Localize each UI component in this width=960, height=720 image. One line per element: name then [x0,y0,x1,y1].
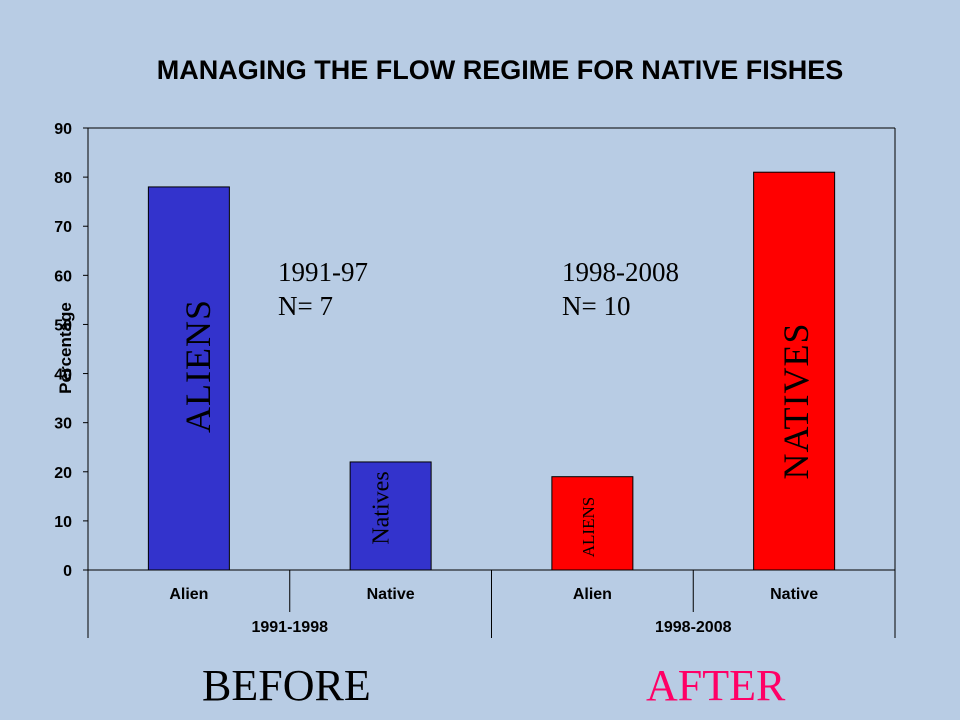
annotation-before: 1991-97 N= 7 [278,255,368,323]
y-axis-label: Percentage [56,302,75,394]
y-tick-label: 40 [54,367,72,384]
bar [551,476,634,571]
y-axis: 0 10 20 30 40 50 60 70 80 90 [54,121,896,580]
annotation-after-n: N= 10 [562,291,631,321]
annotation-after-years: 1998-2008 [562,257,679,287]
x-category-label: Native [770,586,818,603]
bar-label-aliens-after: ALIENS [579,496,598,558]
annotation-before-n: N= 7 [278,291,333,321]
footer-before: BEFORE [202,661,371,710]
bar-label-aliens-before: ALIENS [178,299,218,433]
y-tick-label: 60 [54,268,72,285]
x-axis: Alien Native Alien Native 1991-1998 1998-2008 [87,569,896,638]
x-category-label: Alien [169,586,208,603]
y-tick-label: 90 [54,121,72,138]
y-tick-label: 10 [54,514,72,531]
y-tick-label: 0 [63,563,72,580]
x-category-label: Alien [573,586,612,603]
x-group-label: 1998-2008 [655,619,732,636]
x-category-label: Native [367,586,415,603]
bar [753,171,836,571]
bar-label-natives-before: Natives [368,471,395,545]
bar-label-natives-after: NATIVES [776,322,816,480]
y-tick-label: 30 [54,416,72,433]
y-tick-label: 70 [54,219,72,236]
bars [147,171,836,571]
bar [349,461,432,571]
y-tick-label: 20 [54,465,72,482]
y-tick-label: 50 [54,317,72,334]
y-tick-label: 80 [54,170,72,187]
bar [147,186,230,571]
annotation-after: 1998-2008 N= 10 [562,255,679,323]
chart-title: MANAGING THE FLOW REGIME FOR NATIVE FISH… [156,55,844,85]
footer-after: AFTER [646,661,786,710]
x-group-label: 1991-1998 [251,619,328,636]
annotation-before-years: 1991-97 [278,257,368,287]
